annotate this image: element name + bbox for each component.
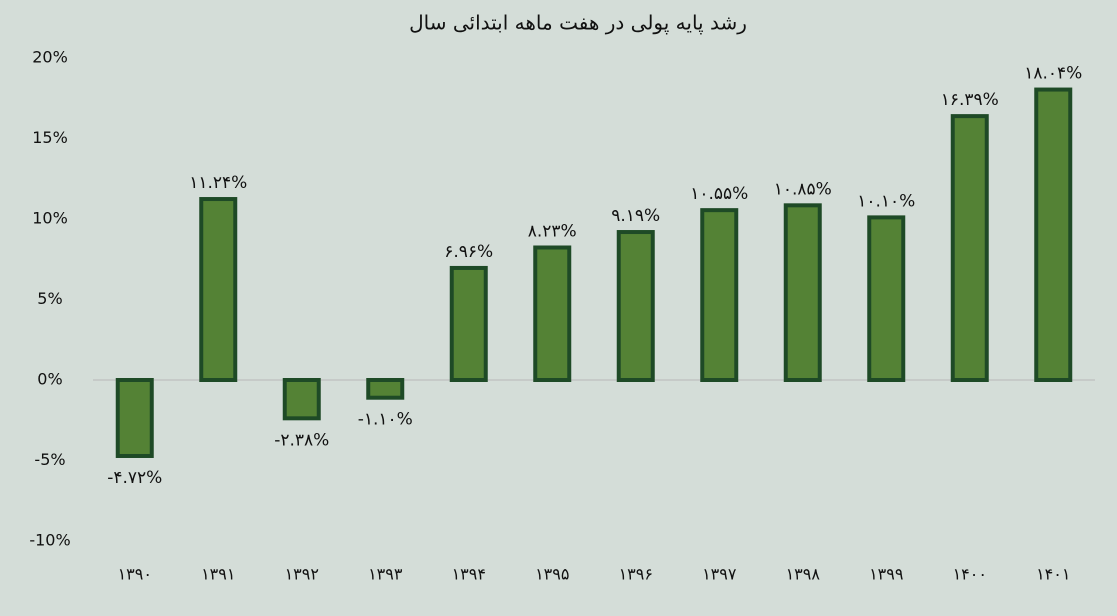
x-tick-label: ۱۴۰۰ (953, 565, 987, 584)
value-label: ۶.۹۶% (444, 242, 493, 262)
value-label: ۱۰.۵۵% (690, 184, 748, 204)
bar (783, 203, 822, 382)
x-tick-label: ۱۳۹۳ (368, 565, 403, 584)
y-tick-label: -5% (34, 450, 65, 469)
value-label: ۱۰.۱۰% (857, 191, 915, 211)
bar (950, 114, 989, 382)
chart-title: رشد پایه پولی در هفت ماهه ابتدائی سال (409, 11, 747, 36)
bar (449, 265, 488, 382)
y-tick-label: -10% (29, 531, 70, 550)
bar (282, 378, 321, 421)
value-label: ۱۸.۰۴% (1024, 64, 1082, 84)
bar (1034, 87, 1073, 382)
bar (533, 245, 572, 382)
value-label: ۱۱.۲۴% (189, 173, 247, 193)
x-tick-label: ۱۳۹۵ (535, 565, 569, 584)
y-tick-label: 15% (32, 128, 68, 147)
bar (115, 378, 154, 458)
value-label: ۹.۱۹% (611, 206, 660, 226)
x-tick-label: ۱۳۹۰ (118, 565, 152, 584)
y-tick-label: 20% (32, 48, 68, 67)
bar (867, 215, 906, 382)
x-tick-label: ۱۳۹۲ (285, 565, 319, 584)
x-tick-label: ۱۳۹۱ (201, 565, 235, 584)
value-label: ۱۰.۸۵% (774, 179, 832, 199)
y-tick-label: 10% (32, 209, 68, 228)
x-tick-label: ۱۳۹۸ (786, 565, 821, 584)
value-label: -۴.۷۲% (107, 468, 162, 488)
x-tick-label: ۱۴۰۱ (1036, 565, 1070, 584)
bar (616, 230, 655, 382)
bar (366, 378, 405, 400)
y-tick-label: 5% (37, 289, 62, 308)
x-tick-label: ۱۳۹۴ (452, 565, 486, 584)
y-tick-label: 0% (37, 370, 62, 389)
x-tick-label: ۱۳۹۹ (869, 565, 903, 584)
value-label: ۱۶.۳۹% (941, 90, 999, 110)
value-label: -۲.۳۸% (274, 430, 329, 450)
x-tick-label: ۱۳۹۷ (702, 565, 737, 584)
value-label: ۸.۲۳% (528, 221, 577, 241)
bar (199, 197, 238, 382)
x-tick-label: ۱۳۹۶ (619, 565, 653, 584)
value-label: -۱.۱۰% (358, 410, 413, 430)
bar (700, 208, 739, 382)
